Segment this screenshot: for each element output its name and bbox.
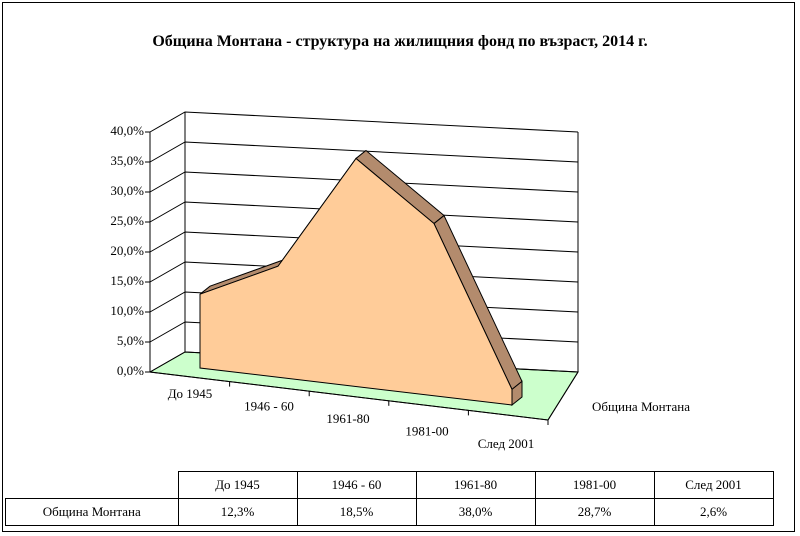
table-header-cell: 1961-80 <box>415 471 536 499</box>
table-value-cell: 12,3% <box>177 498 298 526</box>
blank-cell <box>5 471 179 499</box>
grid-line <box>149 111 579 133</box>
depth-axis <box>547 371 579 421</box>
y-tick-label: 0,0% <box>117 363 144 378</box>
series-cell: Община Монтана <box>5 498 179 526</box>
legend-label: Община Монтана <box>592 399 690 414</box>
grid-line <box>149 141 579 163</box>
y-tick-label: 20,0% <box>110 243 144 258</box>
area <box>199 157 513 406</box>
table-value-cell: 28,7% <box>534 498 655 526</box>
y-tick-label: 10,0% <box>110 303 144 318</box>
table-value-cell: 18,5% <box>296 498 417 526</box>
y-tick-label: 25,0% <box>110 213 144 228</box>
table-header: До 1945 1946 - 60 1961-80 1981-00 След 2001 <box>5 471 774 499</box>
grid-line <box>149 171 579 193</box>
table-row: Община Монтана 12,3% 18,5% 38,0% 28,7% 2,6% <box>5 498 774 526</box>
y-tick-label: 15,0% <box>110 273 144 288</box>
data-table: До 1945 1946 - 60 1961-80 1981-00 След 2001 … <box>5 471 774 526</box>
table-value-cell: 38,0% <box>415 498 536 526</box>
x-tick-label: До 1945 <box>168 386 213 401</box>
table-header-cell: 1981-00 <box>534 471 655 499</box>
x-tick-label: 1981-00 <box>405 423 448 438</box>
y-tick-label: 5,0% <box>117 333 144 348</box>
x-tick-label: След 2001 <box>478 436 535 451</box>
table-header-cell: 1946 - 60 <box>296 471 417 499</box>
table-header-cell: До 1945 <box>177 471 298 499</box>
y-tick-label: 30,0% <box>110 183 144 198</box>
x-axis <box>149 371 549 421</box>
y-tick-label: 35,0% <box>110 153 144 168</box>
table-value-cell: 2,6% <box>653 498 774 526</box>
x-tick-label: 1961-80 <box>326 411 369 426</box>
grid-line <box>149 201 579 223</box>
x-tick-label: 1946 - 60 <box>244 398 294 413</box>
chart-title: Община Монтана - структура на жилищния ф… <box>152 33 648 50</box>
y-tick-label: 40,0% <box>110 123 144 138</box>
table-header-cell: След 2001 <box>653 471 774 499</box>
